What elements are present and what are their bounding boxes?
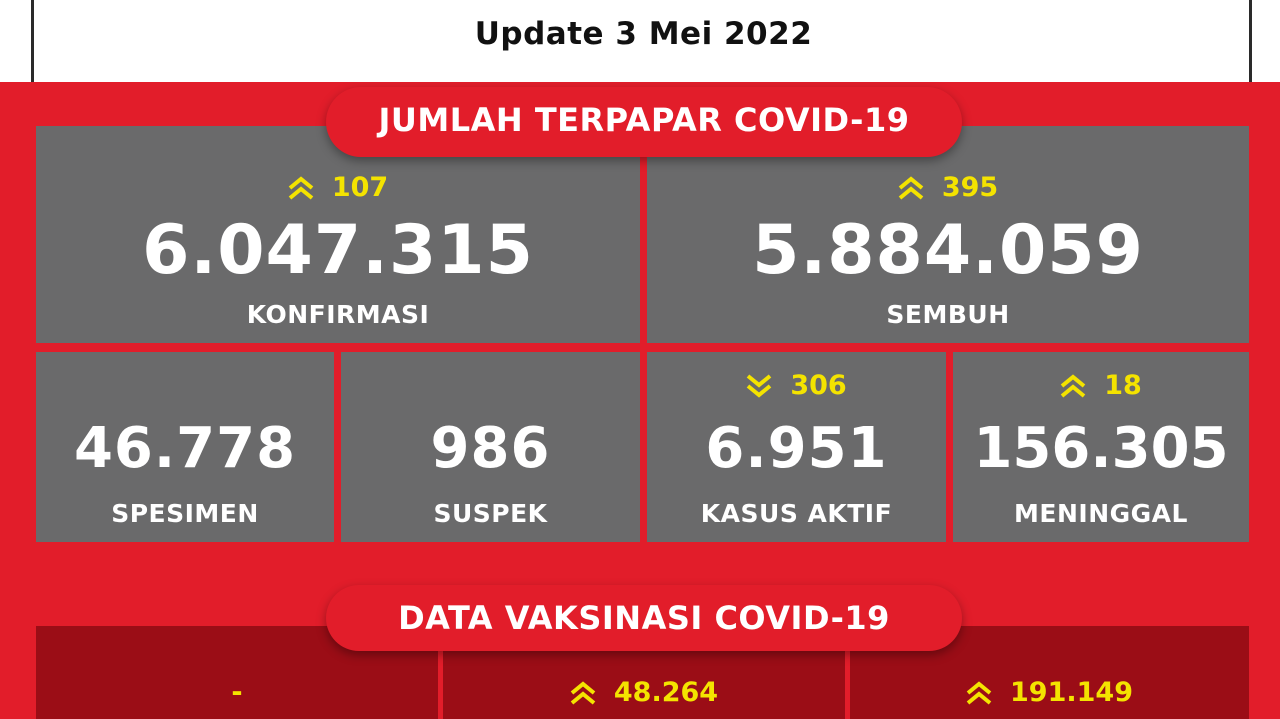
value-suspek: 986 xyxy=(430,416,551,481)
label-spesimen: SPESIMEN xyxy=(111,499,259,528)
double-chevron-up-icon xyxy=(966,680,992,705)
update-date: Update 3 Mei 2022 xyxy=(474,16,813,52)
double-chevron-up-icon xyxy=(570,680,596,705)
delta-vaccine-2: 48.264 xyxy=(443,676,845,708)
double-chevron-down-icon xyxy=(746,373,772,398)
frame-border-right xyxy=(1249,0,1252,82)
double-chevron-up-icon xyxy=(1060,373,1086,398)
stat-card-spesimen: 46.778 SPESIMEN xyxy=(36,352,334,542)
section-title-cases: JUMLAH TERPAPAR COVID-19 xyxy=(326,87,962,157)
stat-card-meninggal: 18 156.305 MENINGGAL xyxy=(953,352,1249,542)
delta-sembuh: 395 xyxy=(647,171,1249,203)
delta-vaccine-1: - xyxy=(231,677,243,708)
delta-konfirmasi: 107 xyxy=(36,171,640,203)
value-sembuh: 5.884.059 xyxy=(752,211,1144,290)
section-title-vaccination: DATA VAKSINASI COVID-19 xyxy=(326,585,962,651)
frame-border-left xyxy=(31,0,34,82)
delta-vaccine-3: 191.149 xyxy=(850,676,1249,708)
delta-meninggal: 18 xyxy=(953,369,1249,401)
stat-card-sembuh: 395 5.884.059 SEMBUH xyxy=(647,126,1249,343)
vaccine-card-3: 191.149 xyxy=(850,626,1249,719)
label-kasus-aktif: KASUS AKTIF xyxy=(700,499,893,528)
stat-card-konfirmasi: 107 6.047.315 KONFIRMASI xyxy=(36,126,640,343)
value-kasus-aktif: 6.951 xyxy=(705,416,888,481)
value-konfirmasi: 6.047.315 xyxy=(142,211,534,290)
double-chevron-up-icon xyxy=(288,175,314,200)
stat-card-suspek: 986 SUSPEK xyxy=(341,352,640,542)
value-meninggal: 156.305 xyxy=(973,416,1229,481)
label-meninggal: MENINGGAL xyxy=(1014,499,1188,528)
label-sembuh: SEMBUH xyxy=(886,300,1010,329)
label-konfirmasi: KONFIRMASI xyxy=(246,300,430,329)
double-chevron-up-icon xyxy=(898,175,924,200)
label-suspek: SUSPEK xyxy=(433,499,548,528)
delta-kasus-aktif: 306 xyxy=(647,369,946,401)
value-spesimen: 46.778 xyxy=(73,416,297,481)
stat-card-kasus-aktif: 306 6.951 KASUS AKTIF xyxy=(647,352,946,542)
